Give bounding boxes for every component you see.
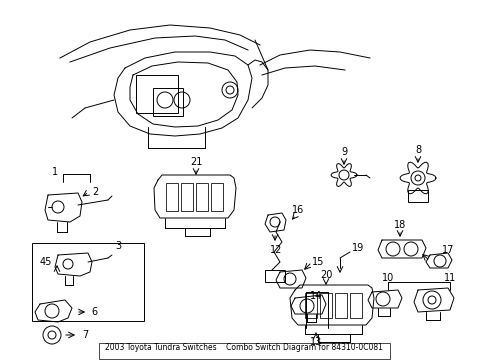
Text: 2003 Toyota Tundra Switches    Combo Switch Diagram for 84310-0C081: 2003 Toyota Tundra Switches Combo Switch… (105, 343, 382, 352)
Text: 21: 21 (189, 157, 202, 167)
Text: 6: 6 (91, 307, 97, 317)
Text: 8: 8 (414, 145, 420, 155)
Text: 1: 1 (52, 167, 58, 177)
Text: 14: 14 (309, 291, 322, 301)
Text: 15: 15 (311, 257, 324, 267)
Bar (32, 243, 143, 321)
Text: 2: 2 (92, 187, 98, 197)
Bar (196, 183, 207, 211)
FancyBboxPatch shape (99, 343, 389, 359)
Text: 17: 17 (441, 245, 453, 255)
Bar (210, 183, 223, 211)
Bar (153, 88, 183, 116)
Text: 16: 16 (291, 205, 304, 215)
Text: 19: 19 (351, 243, 364, 253)
Bar (181, 183, 193, 211)
Text: 45: 45 (40, 257, 52, 267)
Text: 3: 3 (115, 241, 121, 251)
Bar (349, 293, 361, 318)
Bar (319, 293, 331, 318)
Text: 18: 18 (393, 220, 406, 230)
Bar (407, 190, 427, 202)
Text: 9: 9 (340, 147, 346, 157)
Bar (264, 270, 285, 282)
Text: 10: 10 (381, 273, 393, 283)
Text: 13: 13 (309, 337, 322, 347)
Bar (334, 293, 346, 318)
Text: 7: 7 (81, 330, 88, 340)
Bar (305, 293, 316, 318)
Bar (136, 75, 178, 113)
Text: 12: 12 (269, 245, 282, 255)
Text: 20: 20 (319, 270, 331, 280)
Text: 11: 11 (443, 273, 455, 283)
Bar (165, 183, 178, 211)
